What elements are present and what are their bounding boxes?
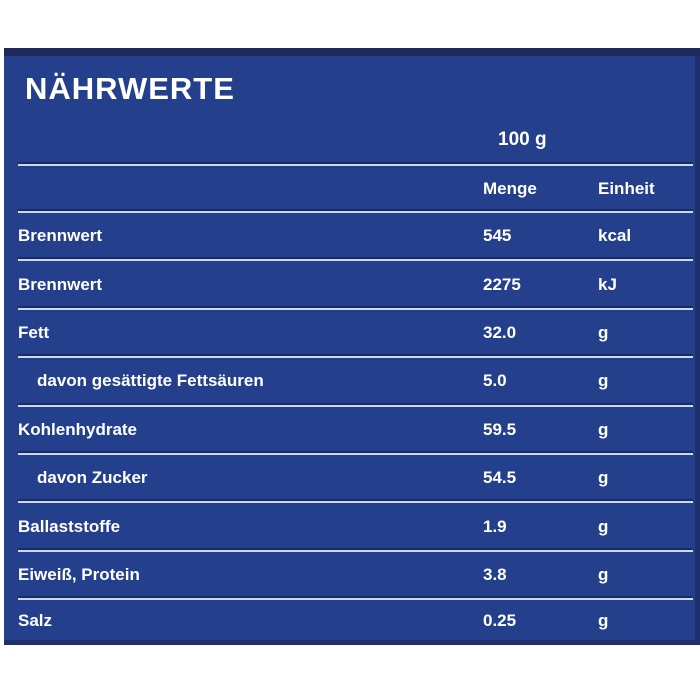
table-row: Salz 0.25 g <box>18 598 693 641</box>
row-amount: 32.0 <box>483 322 517 342</box>
column-header-amount: Menge <box>483 178 537 198</box>
row-amount: 54.5 <box>483 468 517 488</box>
table-row: Ballaststoffe 1.9 g <box>18 501 693 549</box>
row-amount: 0.25 <box>483 610 517 630</box>
table-row: davon Zucker 54.5 g <box>18 452 693 501</box>
table-row: Brennwert 2275 kJ <box>18 259 693 307</box>
table-body: Brennwert 545 kcal Brennwert 2275 kJ Fett 32.0 g… <box>18 211 693 641</box>
row-unit: g <box>598 419 609 439</box>
nutrition-table: 100 g Menge Einheit Brennwert 545 kcal Bren… <box>18 115 693 641</box>
row-unit: g <box>598 564 609 584</box>
row-label: Brennwert <box>18 226 103 246</box>
row-amount: 3.8 <box>483 564 507 584</box>
table-row: Brennwert 545 kcal <box>18 211 693 259</box>
row-unit: g <box>598 371 609 391</box>
row-unit: kJ <box>598 274 617 294</box>
row-label: Fett <box>18 322 50 342</box>
panel-title: NÄHRWERTE <box>25 71 235 106</box>
row-label: davon Zucker <box>37 468 148 488</box>
row-amount: 1.9 <box>483 516 507 536</box>
row-unit: g <box>598 468 609 488</box>
row-unit: g <box>598 322 609 342</box>
row-label: Salz <box>18 610 53 630</box>
table-row: Kohlenhydrate 59.5 g <box>18 404 693 453</box>
nutrition-facts-panel: NÄHRWERTE 100 g Menge Einheit Brennwert 5… <box>4 48 700 645</box>
table-header-row: Menge Einheit <box>18 164 693 211</box>
row-unit: g <box>598 516 609 536</box>
table-row: Fett 32.0 g <box>18 307 693 356</box>
column-header-unit: Einheit <box>598 178 655 198</box>
serving-size-row: 100 g <box>18 115 693 164</box>
row-label: Kohlenhydrate <box>18 419 138 439</box>
serving-size-header: 100 g <box>498 128 547 150</box>
row-unit: g <box>598 610 609 630</box>
row-label: davon gesättigte Fettsäuren <box>37 371 264 391</box>
table-row: Eiweiß, Protein 3.8 g <box>18 549 693 598</box>
row-unit: kcal <box>598 226 632 246</box>
table-row: davon gesättigte Fettsäuren 5.0 g <box>18 356 693 404</box>
row-label: Brennwert <box>18 274 103 294</box>
row-amount: 545 <box>483 226 512 246</box>
row-label: Eiweiß, Protein <box>18 564 140 584</box>
row-amount: 59.5 <box>483 419 517 439</box>
row-amount: 5.0 <box>483 371 507 391</box>
row-amount: 2275 <box>483 274 521 294</box>
row-label: Ballaststoffe <box>18 516 121 536</box>
